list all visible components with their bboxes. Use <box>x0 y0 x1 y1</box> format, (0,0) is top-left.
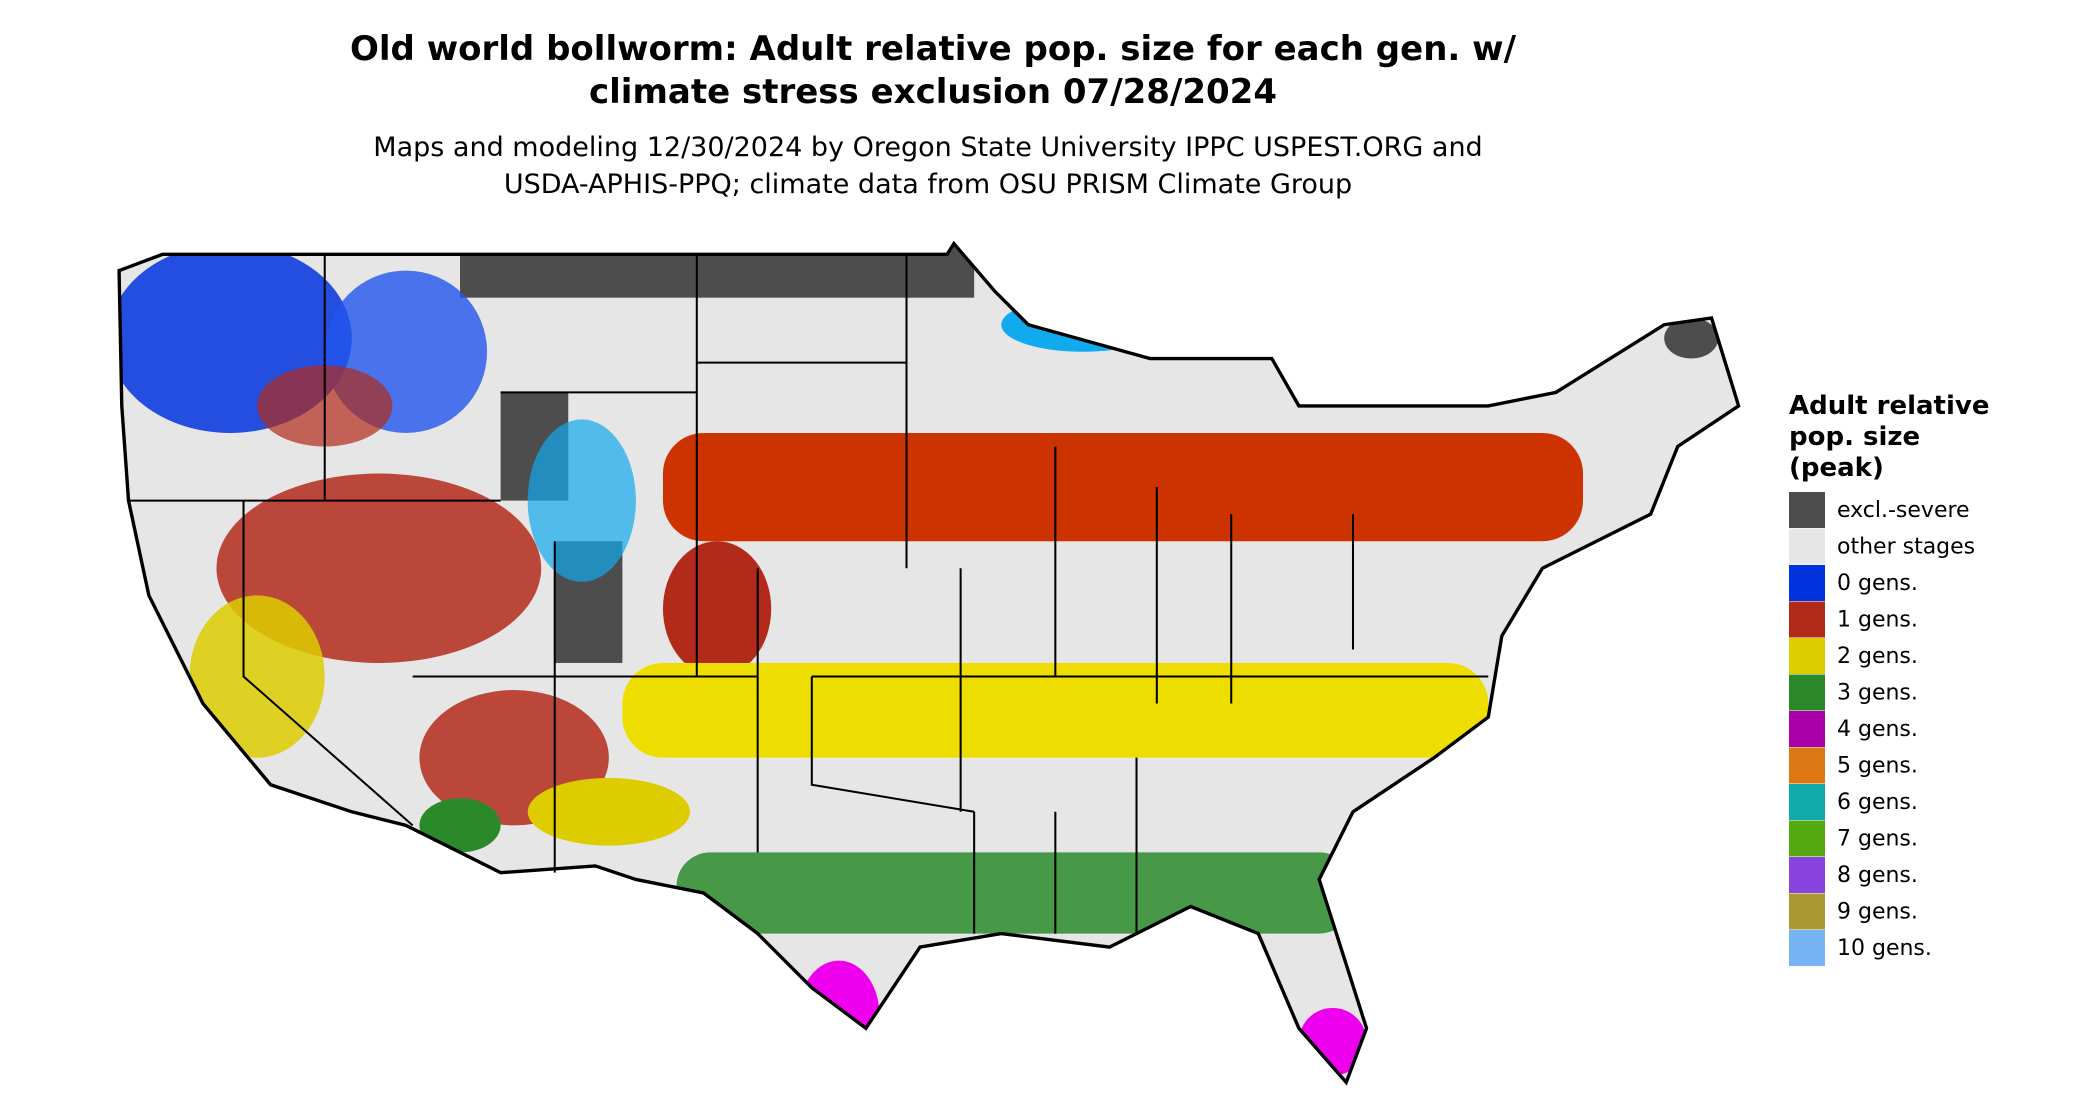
legend-label: 4 gens. <box>1837 717 1918 742</box>
legend-label: 7 gens. <box>1837 827 1918 852</box>
legend: excl.-severe other stages 0 gens. 1 gens. 2 … <box>1789 492 1975 966</box>
legend-label: other stages <box>1837 535 1975 560</box>
legend-swatch <box>1789 747 1825 784</box>
legend-label: 6 gens. <box>1837 790 1918 815</box>
legend-swatch <box>1789 893 1825 930</box>
legend-swatch <box>1789 857 1825 893</box>
title-line: Old world bollworm: Adult relative pop. … <box>350 29 1517 69</box>
legend-swatch <box>1789 528 1825 565</box>
legend-swatch <box>1789 674 1825 711</box>
legend-label: excl.-severe <box>1837 498 1970 523</box>
legend-label: 5 gens. <box>1837 754 1918 779</box>
legend-label: 8 gens. <box>1837 863 1918 888</box>
legend-swatch <box>1789 601 1825 638</box>
legend-swatch <box>1789 492 1825 528</box>
legend-title-line: pop. size <box>1789 422 1920 452</box>
legend-label: 3 gens. <box>1837 681 1918 706</box>
subtitle-line: Maps and modeling 12/30/2024 by Oregon S… <box>373 132 1482 163</box>
legend-label: 2 gens. <box>1837 644 1918 669</box>
legend-swatch <box>1789 638 1825 674</box>
legend-swatch <box>1789 784 1825 820</box>
legend-swatch <box>1789 820 1825 857</box>
legend-label: 10 gens. <box>1837 936 1932 961</box>
legend-label: 1 gens. <box>1837 608 1918 633</box>
map <box>117 240 1741 1086</box>
legend-swatch <box>1789 711 1825 747</box>
subtitle-line: USDA-APHIS-PPQ; climate data from OSU PR… <box>504 169 1352 200</box>
legend-swatch <box>1789 565 1825 601</box>
legend-label: 9 gens. <box>1837 900 1918 925</box>
legend-title-line: Adult relative <box>1789 391 1989 421</box>
legend-label: 0 gens. <box>1837 571 1918 596</box>
title-line: climate stress exclusion 07/28/2024 <box>589 72 1277 112</box>
legend-title-line: (peak) <box>1789 453 1884 483</box>
legend-swatch <box>1789 930 1825 966</box>
